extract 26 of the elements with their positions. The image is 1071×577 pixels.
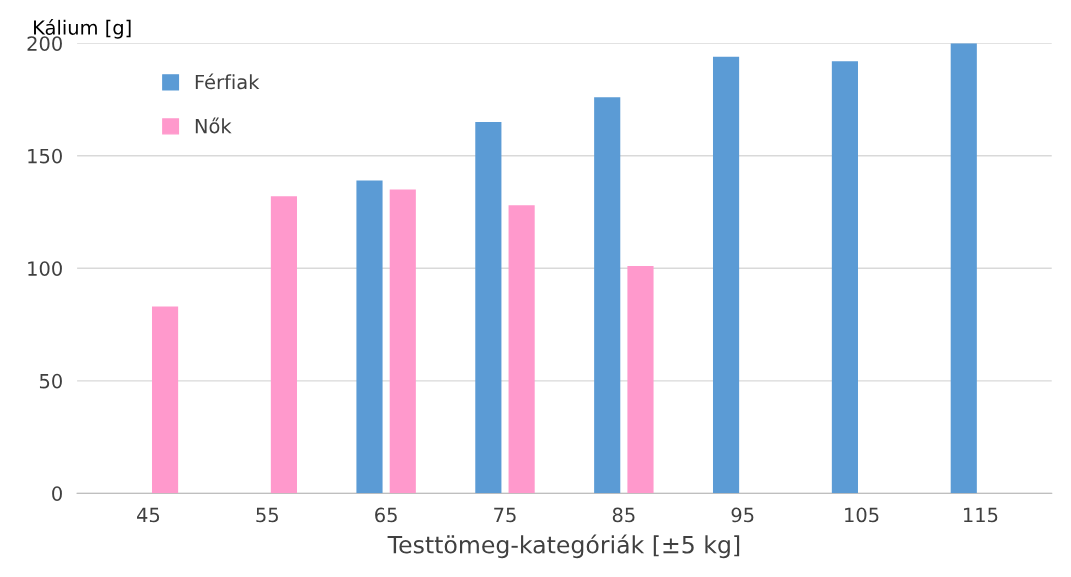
bar [627,266,654,494]
x-tick-label: 115 [963,507,998,523]
bar [508,205,535,494]
y-tick-label: 50 [39,373,62,389]
bar [389,189,416,494]
legend-label: Férfiak [195,73,260,90]
bar [151,306,179,494]
x-tick-label: 65 [375,507,397,523]
x-tick-label: 45 [137,507,160,523]
bar [270,196,297,494]
bar [475,122,502,494]
x-tick-label: 105 [845,507,879,523]
x-tick-label: 95 [731,507,754,523]
bar [950,43,977,494]
legend-label: Nők [195,117,232,134]
y-tick-label: 150 [28,148,62,164]
bar [594,97,621,494]
y-tick-label: 100 [28,261,62,276]
bar [712,56,740,494]
y-tick-label: 0 [52,486,62,501]
x-axis-title: Testtömeg-kategóriák [±5 kg] [387,534,740,559]
x-tick-label: 75 [494,507,516,523]
x-tick-label: 55 [256,507,278,523]
bar [356,180,383,494]
x-tick-label: 85 [612,507,635,523]
bar [831,61,858,494]
